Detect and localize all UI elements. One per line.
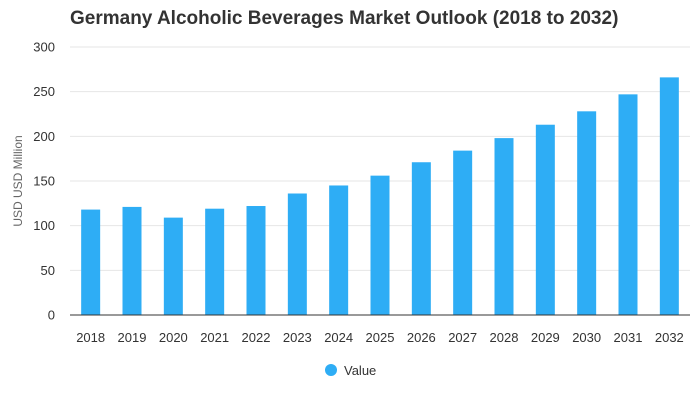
y-tick-label: 0 (48, 308, 55, 323)
bar-2029[interactable] (535, 124, 555, 315)
x-tick-label: 2025 (366, 330, 395, 345)
y-tick-label: 150 (33, 174, 55, 189)
bar-2022[interactable] (246, 206, 266, 315)
y-tick-label: 100 (33, 218, 55, 233)
bar-2026[interactable] (411, 162, 431, 315)
bar-2018[interactable] (81, 209, 101, 315)
bar-2031[interactable] (618, 94, 638, 315)
bar-2030[interactable] (577, 111, 597, 315)
legend-marker-value (325, 364, 337, 376)
y-tick-label: 250 (33, 84, 55, 99)
bars (81, 77, 679, 315)
x-tick-label: 2019 (118, 330, 147, 345)
chart-title: Germany Alcoholic Beverages Market Outlo… (70, 8, 619, 29)
y-tick-label: 300 (33, 40, 55, 55)
y-tick-label: 50 (41, 263, 55, 278)
x-tick-label: 2018 (76, 330, 105, 345)
x-tick-label: 2024 (324, 330, 353, 345)
y-axis-title: USD USD Million (11, 135, 25, 226)
legend[interactable]: Value (325, 363, 376, 378)
x-tick-label: 2027 (448, 330, 477, 345)
bar-2032[interactable] (659, 77, 679, 315)
bar-2027[interactable] (453, 150, 473, 315)
bar-2028[interactable] (494, 138, 514, 315)
x-tick-label: 2028 (490, 330, 519, 345)
x-tick-label: 2021 (200, 330, 229, 345)
x-tick-label: 2020 (159, 330, 188, 345)
legend-label-value: Value (344, 363, 376, 378)
x-tick-label: 2029 (531, 330, 560, 345)
bar-2020[interactable] (163, 217, 183, 315)
x-tick-label: 2022 (242, 330, 271, 345)
x-tick-label: 2032 (655, 330, 684, 345)
y-tick-label: 200 (33, 129, 55, 144)
bar-2023[interactable] (287, 193, 307, 315)
bar-2019[interactable] (122, 206, 142, 315)
x-tick-label: 2026 (407, 330, 436, 345)
bar-2024[interactable] (329, 185, 349, 315)
x-tick-label: 2030 (572, 330, 601, 345)
x-tick-label: 2023 (283, 330, 312, 345)
x-axis-ticks: 2018 2019 2020 2021 2022 2023 2024 2025 2026 2027… (76, 330, 684, 345)
bar-2025[interactable] (370, 175, 390, 315)
y-axis-ticks: 0 50 100 150 200 250 300 (33, 40, 55, 323)
bar-2021[interactable] (205, 208, 225, 315)
x-tick-label: 2031 (614, 330, 643, 345)
